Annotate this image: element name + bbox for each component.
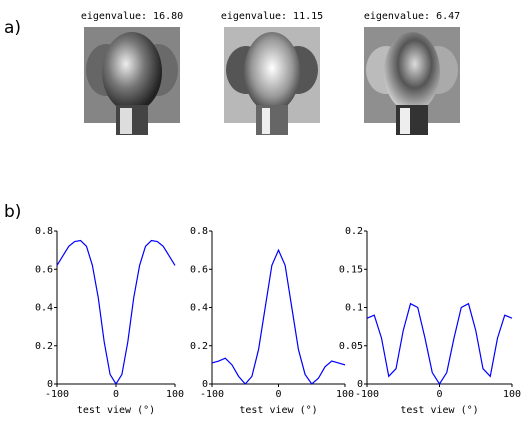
x-tick-label: 100 xyxy=(166,389,184,400)
y-tick-label: 0.6 xyxy=(35,264,53,275)
y-tick-label: 0.15 xyxy=(339,264,363,275)
eigenface xyxy=(224,27,320,135)
line xyxy=(211,248,346,385)
y-tick-label: 0 xyxy=(47,379,53,390)
x-tick-label: 0 xyxy=(275,389,281,400)
panel-label: a) xyxy=(4,18,21,38)
x-tick-label: 0 xyxy=(113,389,119,400)
y-tick-label: 0.2 xyxy=(345,226,363,237)
eigenvalue-label: eigenvalue: 16.80 xyxy=(81,11,183,22)
y-tick-label: 0.8 xyxy=(190,226,208,237)
y-tick-label: 0 xyxy=(202,379,208,390)
eigenvalue-label: eigenvalue: 6.47 xyxy=(364,11,460,22)
x-axis-label: test view (°) xyxy=(400,405,478,416)
y-tick-label: 0.05 xyxy=(339,341,363,352)
line xyxy=(56,239,176,386)
y-tick-label: 0.8 xyxy=(35,226,53,237)
y-tick-label: 0.2 xyxy=(35,341,53,352)
x-tick-label: -100 xyxy=(45,389,69,400)
eigenvalue-label: eigenvalue: 11.15 xyxy=(221,11,323,22)
x-tick-label: -100 xyxy=(355,389,379,400)
eigenface xyxy=(84,27,180,135)
x-tick-label: 100 xyxy=(503,389,521,400)
line xyxy=(366,302,513,386)
x-tick-label: 0 xyxy=(436,389,442,400)
y-tick-label: 0.4 xyxy=(190,303,208,314)
eigenface xyxy=(364,27,460,135)
y-tick-label: 0.1 xyxy=(345,303,363,314)
y-tick-label: 0.6 xyxy=(190,264,208,275)
y-tick-label: 0 xyxy=(357,379,363,390)
y-tick-label: 0.4 xyxy=(35,303,53,314)
x-axis-label: test view (°) xyxy=(239,405,317,416)
x-axis-label: test view (°) xyxy=(77,405,155,416)
panel-label: b) xyxy=(4,202,21,222)
x-tick-label: 100 xyxy=(336,389,354,400)
y-tick-label: 0.2 xyxy=(190,341,208,352)
x-tick-label: -100 xyxy=(200,389,224,400)
